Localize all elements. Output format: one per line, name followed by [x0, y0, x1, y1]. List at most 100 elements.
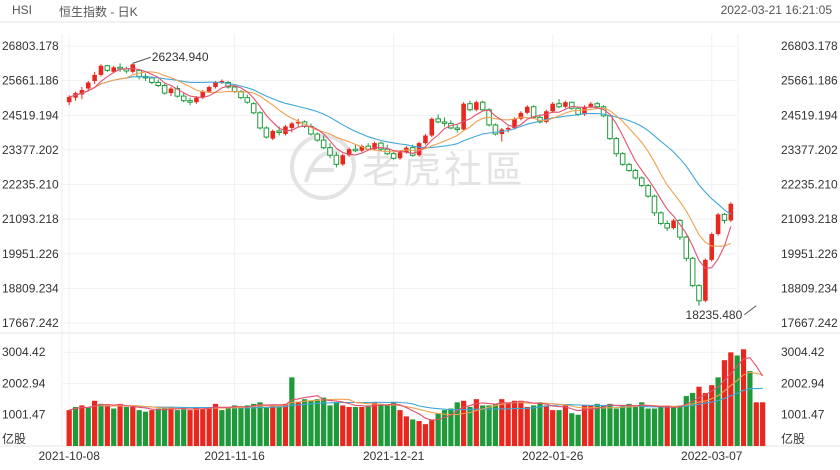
symbol-label: HSI — [12, 3, 33, 17]
candle-body — [632, 169, 639, 179]
volume-bar — [384, 405, 390, 446]
volume-bar — [569, 413, 575, 446]
volume-bar — [85, 406, 91, 446]
candle-body — [104, 65, 111, 71]
volume-bar — [111, 408, 117, 446]
volume-bar — [429, 419, 435, 446]
candle-body — [689, 257, 696, 287]
candle-body — [340, 155, 346, 165]
grid — [0, 21, 840, 447]
volume-bar — [690, 392, 696, 446]
volume-ma20-line — [69, 387, 763, 411]
candle-body — [645, 185, 651, 197]
price-tick-label-right: 17667.242 — [781, 316, 838, 330]
candle-body — [359, 146, 365, 151]
candle-body — [518, 112, 524, 119]
volume-tick-label-left: 2002.94 — [2, 376, 46, 390]
candle-body — [397, 152, 403, 159]
volume-bar — [473, 399, 479, 446]
candle-body — [314, 133, 321, 141]
volume-bar — [664, 405, 670, 446]
candle-body — [155, 81, 162, 87]
volume-bar — [321, 397, 327, 446]
candle-body — [219, 80, 225, 83]
candle-body — [435, 118, 441, 123]
volume-bar — [696, 386, 702, 446]
price-tick-label-left: 23377.202 — [2, 143, 59, 157]
candle-body — [582, 106, 587, 115]
volume-bar — [149, 410, 155, 446]
price-tick-label-right: 21093.218 — [781, 212, 838, 226]
volume-tick-label-right: 3004.42 — [781, 345, 825, 359]
candle-body — [378, 142, 384, 150]
volume-bar — [620, 405, 626, 446]
volume-bar — [238, 406, 244, 446]
candle-body — [225, 81, 232, 88]
volume-bar — [594, 403, 600, 446]
volume-bar — [651, 408, 658, 446]
price-tick-label-left: 26803.178 — [2, 39, 59, 53]
volume-bar — [709, 385, 715, 446]
candle-body — [512, 118, 517, 128]
candle-body — [206, 87, 212, 92]
timestamp: 2022-03-21 16:21:05 — [720, 3, 832, 17]
volume-bar — [72, 406, 79, 446]
volume-bar — [461, 400, 467, 446]
volume-bar — [511, 400, 518, 446]
volume-bar — [441, 410, 448, 446]
volume-bar — [92, 400, 98, 446]
candle-body — [92, 74, 97, 81]
watermark: 老虎社區 — [362, 148, 526, 192]
volume-bar — [677, 405, 683, 446]
volume-bar — [658, 406, 664, 446]
price-tick-label-right: 18809.234 — [781, 281, 838, 295]
candle-body — [187, 100, 193, 103]
volume-unit-left: 亿股 — [2, 431, 26, 446]
volume-bar — [123, 406, 130, 446]
volume-bar — [760, 402, 766, 446]
candle-body — [441, 121, 448, 124]
candle-body — [505, 127, 511, 130]
candle-body — [544, 111, 549, 122]
candle-body — [658, 212, 664, 224]
volume-bar — [200, 408, 206, 446]
volume-bar — [391, 402, 397, 446]
volume-tick-label-right: 1001.47 — [781, 408, 825, 422]
candle-body — [320, 139, 327, 149]
volume-bar — [702, 392, 708, 446]
price-tick-label-left: 18809.234 — [2, 281, 59, 295]
price-tick-label-left: 24519.194 — [2, 108, 59, 122]
candle-body — [257, 112, 263, 129]
volume-bar — [397, 410, 403, 446]
volume-bar — [340, 405, 346, 446]
candle-body — [563, 102, 568, 107]
volume-bar — [282, 403, 289, 446]
volume-bar — [359, 406, 365, 446]
high-marker-line — [132, 56, 151, 64]
candle-body — [550, 103, 555, 112]
candle-body — [263, 127, 270, 138]
price-tick-label-right: 25661.186 — [781, 74, 838, 88]
candle-body — [613, 138, 620, 155]
axes: 26803.178 26803.178 25661.186 25661.186 2451… — [2, 39, 838, 463]
chart-header: HSI 恒生指数 - 日K 2022-03-21 16:21:05 — [0, 0, 840, 22]
candle-body — [295, 121, 301, 124]
candle-body — [479, 101, 486, 111]
volume-bar — [79, 405, 85, 446]
candle-body — [709, 234, 715, 260]
candle-body — [721, 213, 728, 221]
volume-bar — [174, 410, 180, 446]
volume-bar — [181, 408, 187, 446]
volume-bar — [639, 402, 645, 446]
volume-bar — [193, 406, 200, 446]
volume-bar — [314, 399, 320, 446]
candle-body — [174, 88, 181, 97]
date-tick-label: 2021-10-08 — [38, 449, 100, 463]
low-annotation: 18235.480 — [686, 308, 743, 322]
volume-bar — [212, 403, 219, 446]
volume-bar — [219, 410, 225, 446]
volume-bar — [301, 399, 308, 446]
volume-bar — [588, 405, 594, 446]
candle-body — [429, 118, 435, 136]
